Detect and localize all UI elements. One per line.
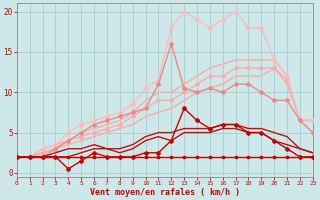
X-axis label: Vent moyen/en rafales ( km/h ): Vent moyen/en rafales ( km/h ) xyxy=(90,188,240,197)
